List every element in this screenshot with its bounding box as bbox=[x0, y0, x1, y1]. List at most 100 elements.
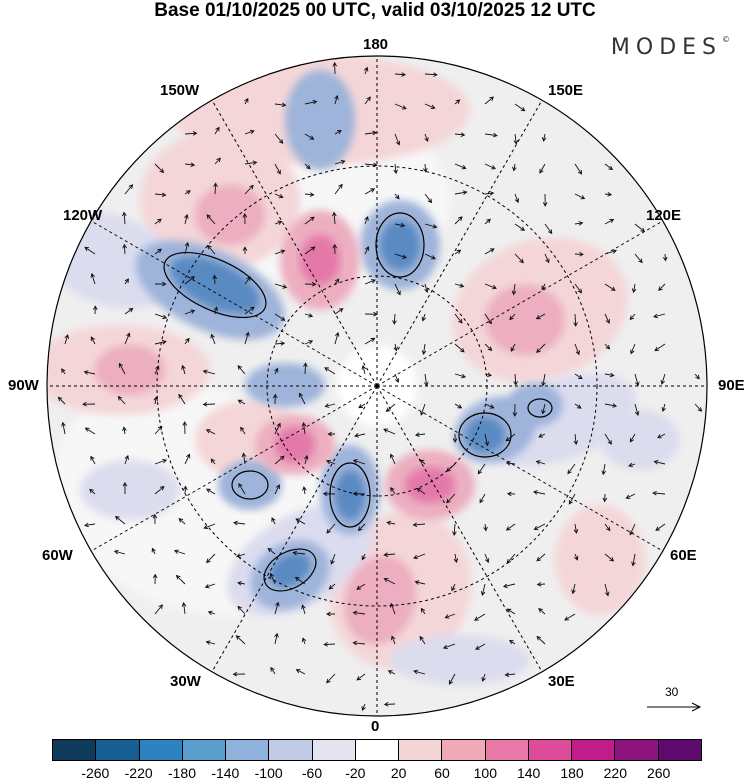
wind-arrow bbox=[206, 488, 216, 495]
wind-arrow bbox=[634, 253, 643, 264]
wind-arrow bbox=[634, 373, 640, 387]
wind-arrow bbox=[602, 493, 608, 503]
wind-arrow bbox=[574, 553, 579, 561]
wind-arrow bbox=[424, 133, 429, 143]
wind-arrow bbox=[61, 421, 66, 435]
wind-arrow bbox=[244, 306, 255, 315]
wind-arrow bbox=[364, 96, 371, 105]
wind-arrow bbox=[270, 666, 276, 675]
wind-arrow bbox=[178, 518, 186, 525]
wind-arrow bbox=[274, 193, 284, 199]
positive-anomaly-core bbox=[405, 467, 455, 503]
wind-arrow bbox=[392, 313, 397, 325]
wind-arrow bbox=[535, 313, 546, 320]
latitude-circle bbox=[156, 165, 598, 607]
wind-arrow bbox=[244, 276, 251, 285]
colorbar-tick-label: -140 bbox=[211, 765, 240, 781]
wind-arrow bbox=[544, 253, 550, 264]
wind-arrow bbox=[274, 422, 281, 435]
wind-arrow bbox=[356, 673, 366, 681]
meridian-line bbox=[376, 99, 543, 387]
colorbar-swatch bbox=[53, 740, 97, 760]
wind-arrow bbox=[206, 553, 216, 564]
wind-arrow bbox=[361, 553, 366, 561]
colorbar-tick-label: 220 bbox=[603, 765, 628, 781]
wind-arrow bbox=[479, 493, 486, 504]
wind-arrow bbox=[202, 369, 216, 375]
wind-arrow bbox=[304, 216, 315, 225]
wind-arrow bbox=[514, 253, 524, 264]
wind-arrow bbox=[364, 215, 369, 225]
wind-arrow bbox=[206, 214, 216, 225]
wind-arrow bbox=[541, 133, 547, 142]
wind-arrow bbox=[454, 343, 465, 353]
colorbar-tick-label: 100 bbox=[473, 765, 498, 781]
wind-arrow bbox=[203, 523, 216, 530]
wind-arrow bbox=[634, 403, 640, 416]
wind-arrow bbox=[564, 613, 576, 621]
negative-anomaly-core bbox=[170, 256, 260, 314]
wind-arrow bbox=[421, 343, 427, 356]
wind-arrow bbox=[389, 453, 396, 465]
wind-arrow bbox=[452, 433, 458, 443]
wind-arrow bbox=[361, 703, 366, 711]
wind-arrow bbox=[484, 132, 498, 138]
meridian-line bbox=[90, 385, 378, 552]
wind-arrow bbox=[233, 520, 246, 526]
wind-arrow bbox=[541, 373, 546, 387]
wind-arrow bbox=[536, 343, 546, 353]
wind-arrow bbox=[385, 403, 396, 412]
wind-arrow bbox=[324, 367, 336, 375]
wind-arrow bbox=[334, 308, 344, 315]
negative-anomaly bbox=[600, 410, 680, 470]
wind-arrow bbox=[154, 485, 165, 495]
wind-arrow bbox=[154, 313, 168, 320]
wind-arrow bbox=[484, 403, 495, 409]
wind-arrow bbox=[573, 313, 578, 327]
wind-arrow bbox=[484, 343, 493, 351]
wind-arrow bbox=[604, 313, 610, 324]
wind-arrow bbox=[424, 72, 438, 77]
wind-arrow bbox=[453, 553, 459, 564]
wind-arrow bbox=[90, 336, 96, 345]
wind-arrow bbox=[571, 583, 576, 595]
wind-arrow bbox=[414, 432, 426, 438]
positive-anomaly bbox=[195, 185, 265, 245]
wind-arrow bbox=[538, 608, 546, 615]
wind-arrow bbox=[533, 523, 546, 531]
positive-anomaly-core bbox=[275, 427, 315, 463]
wind-arrow bbox=[421, 313, 426, 322]
wind-arrow bbox=[604, 163, 614, 171]
negative-anomaly bbox=[218, 460, 282, 510]
wind-arrow bbox=[484, 433, 490, 447]
wind-arrow bbox=[352, 610, 366, 616]
wind-arrow bbox=[274, 163, 281, 175]
wind-arrow bbox=[604, 283, 616, 291]
colorbar-tick-label: -100 bbox=[254, 765, 283, 781]
wind-arrow bbox=[454, 132, 466, 137]
colorbar-swatch bbox=[96, 740, 140, 760]
wind-arrow bbox=[84, 246, 96, 255]
wind-arrow bbox=[154, 458, 168, 465]
wind-arrow bbox=[114, 515, 126, 525]
negative-anomaly bbox=[80, 460, 180, 520]
wind-arrow bbox=[394, 253, 407, 259]
wind-arrow bbox=[628, 462, 636, 468]
wind-arrow bbox=[480, 583, 486, 596]
wind-arrow bbox=[419, 635, 426, 645]
wind-arrow bbox=[509, 313, 516, 321]
wind-arrow bbox=[213, 306, 219, 315]
colorbar-tick-label: 260 bbox=[646, 765, 671, 781]
wind-arrow bbox=[631, 283, 637, 294]
wind-arrow bbox=[424, 223, 438, 229]
wind-arrow bbox=[394, 193, 400, 200]
colorbar-swatch bbox=[615, 740, 659, 760]
wind-arrow bbox=[304, 99, 318, 105]
wind-arrow bbox=[184, 337, 190, 345]
contour-line bbox=[458, 412, 512, 458]
wind-arrow bbox=[204, 583, 216, 589]
wind-arrow bbox=[175, 574, 186, 585]
wind-arrow bbox=[181, 602, 187, 615]
wind-arrow bbox=[354, 433, 366, 438]
wind-arrow bbox=[352, 459, 366, 465]
